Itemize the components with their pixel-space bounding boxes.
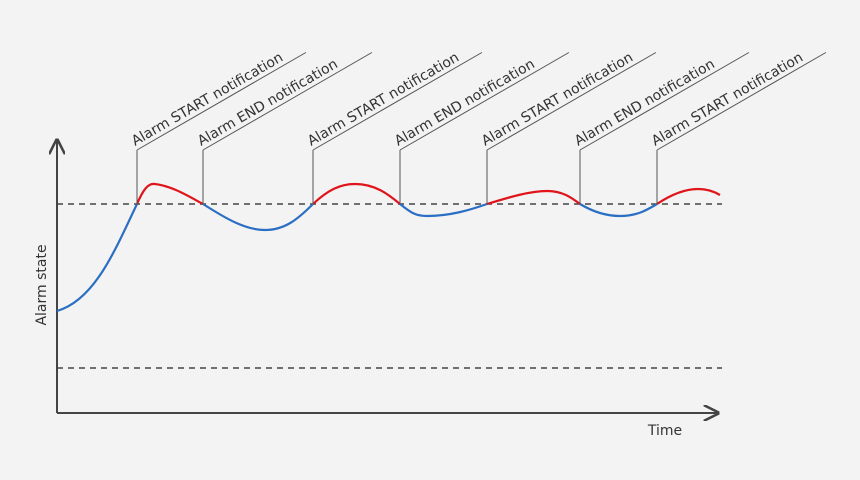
label-underline [202,52,373,151]
x-axis-label: Time [647,423,682,439]
curve-above [312,182,401,205]
curve-below [56,203,138,313]
annotation-label: Alarm END notification [392,56,538,149]
y-axis-label: Alarm state [34,244,50,325]
curve-above [486,189,581,206]
label-underline [399,52,570,151]
label-underline [312,52,483,151]
label-underline [656,52,827,151]
annotation-label: Alarm START notification [479,50,636,150]
label-underline [486,52,657,151]
curve-below [399,202,488,218]
curve-above [656,187,721,205]
label-underline [136,52,307,151]
curve-above [135,182,204,205]
curve-below [579,203,658,218]
label-underline [579,52,750,151]
curve-below [202,203,314,232]
